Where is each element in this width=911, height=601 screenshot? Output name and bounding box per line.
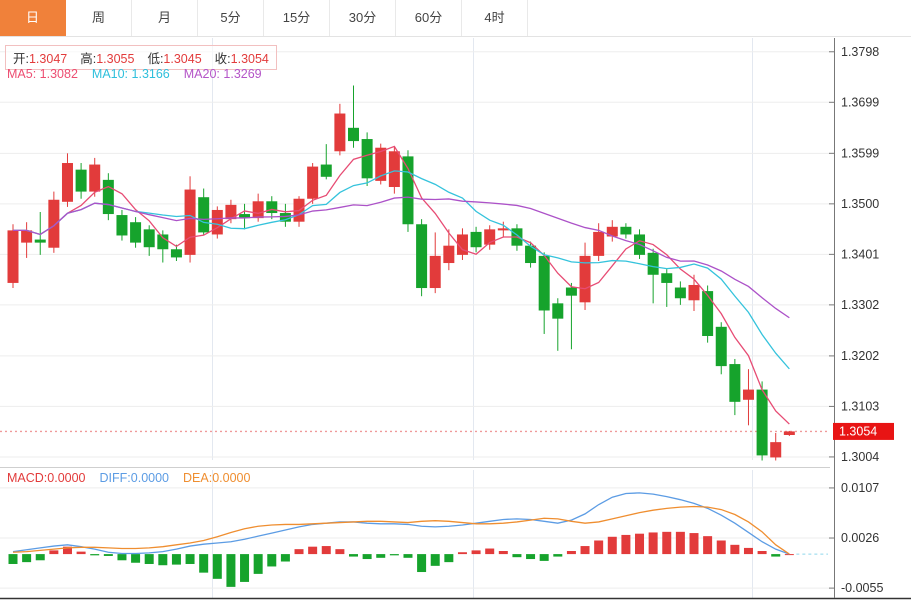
svg-text:0.0107: 0.0107 — [841, 481, 879, 495]
high-label: 高: — [80, 52, 97, 66]
tab-week[interactable]: 周 — [66, 0, 132, 36]
tab-4hour[interactable]: 4时 — [462, 0, 528, 36]
svg-text:1.3004: 1.3004 — [841, 450, 879, 464]
open-value: 1.3047 — [28, 52, 68, 66]
low-value: 1.3045 — [163, 52, 202, 66]
ohlc-readout: 开:1.3047 高:1.3055 低:1.3045 收:1.3054 — [5, 45, 277, 70]
candles — [7, 85, 795, 461]
overlay-ma20 — [13, 196, 790, 319]
svg-text:1.3302: 1.3302 — [841, 298, 879, 312]
diff-value-readout: DIFF:0.0000 — [99, 471, 169, 485]
close-value: 1.3054 — [230, 52, 269, 66]
svg-text:1.3054: 1.3054 — [839, 424, 877, 438]
price-axis-labels: 1.3798 1.3699 1.3599 1.3500 1.3401 1.3302 1.32… — [829, 45, 883, 595]
svg-text:1.3599: 1.3599 — [841, 146, 879, 160]
gridlines — [0, 38, 830, 598]
tab-60min[interactable]: 60分 — [396, 0, 462, 36]
period-tab-bar: 日 周 月 5分 15分 30分 60分 4时 — [0, 0, 911, 37]
macd-value-readout: MACD:0.0000 — [7, 471, 86, 485]
svg-text:1.3401: 1.3401 — [841, 247, 879, 261]
dea-value-readout: DEA:0.0000 — [183, 471, 251, 485]
ma-readout: MA5: 1.3082 MA10: 1.3166 MA20: 1.3269 — [7, 67, 262, 81]
high-value: 1.3055 — [96, 52, 135, 66]
low-label: 低: — [147, 52, 164, 66]
svg-text:-0.0055: -0.0055 — [841, 581, 883, 595]
overlay-ma5 — [13, 145, 790, 425]
tab-day[interactable]: 日 — [0, 0, 66, 36]
ma20-readout: MA20: 1.3269 — [183, 67, 262, 81]
svg-text:1.3500: 1.3500 — [841, 197, 879, 211]
macd-line-diff — [12, 492, 790, 555]
tab-15min[interactable]: 15分 — [264, 0, 330, 36]
open-label: 开: — [13, 52, 29, 66]
overlay-ma10 — [13, 170, 790, 370]
macd-readout: MACD:0.0000 DIFF:0.0000 DEA:0.0000 — [7, 471, 250, 485]
svg-text:0.0026: 0.0026 — [841, 531, 879, 545]
current-price-tag: 1.3054 — [833, 422, 894, 440]
close-label: 收: — [214, 52, 231, 66]
svg-text:1.3699: 1.3699 — [841, 95, 879, 109]
macd-histogram — [8, 531, 794, 587]
ma10-readout: MA10: 1.3166 — [91, 67, 170, 81]
macd-line-dea — [12, 505, 790, 555]
tab-30min[interactable]: 30分 — [330, 0, 396, 36]
svg-text:1.3202: 1.3202 — [841, 349, 879, 363]
ma5-readout: MA5: 1.3082 — [7, 67, 78, 81]
svg-text:1.3103: 1.3103 — [841, 399, 879, 413]
svg-text:1.3798: 1.3798 — [841, 45, 879, 59]
tab-5min[interactable]: 5分 — [198, 0, 264, 36]
tab-month[interactable]: 月 — [132, 0, 198, 36]
